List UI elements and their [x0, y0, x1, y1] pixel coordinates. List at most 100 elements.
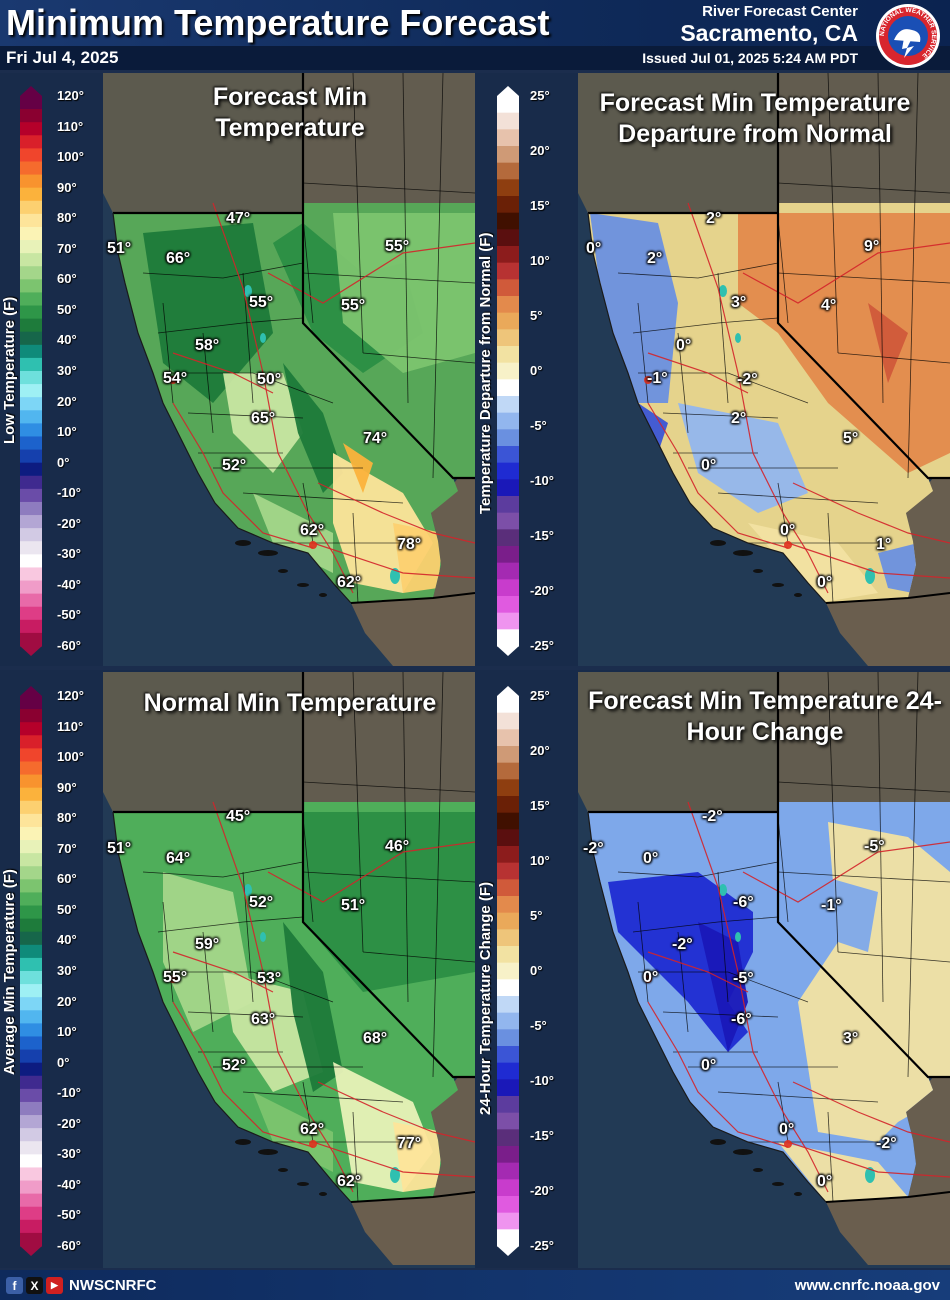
island: [278, 1168, 288, 1172]
map-normal: [103, 672, 475, 1268]
map-value-label: 2°: [647, 250, 663, 267]
colorbar-tick: 70°: [57, 240, 77, 256]
colorbar-tick: -15°: [530, 528, 554, 543]
map-value-label: 0°: [643, 850, 659, 867]
island: [258, 550, 278, 556]
colorbar-tick: -10°: [530, 1073, 554, 1088]
x-icon[interactable]: X: [26, 1277, 43, 1294]
map-value-label: 47°: [226, 210, 251, 227]
map-value-label: 0°: [817, 574, 833, 591]
map-value-label: -2°: [876, 1135, 897, 1152]
island: [772, 583, 784, 587]
map-value-label: 52°: [222, 1057, 247, 1074]
nws-logo: NATIONAL WEATHER SERVICE: [874, 2, 942, 70]
map-value-label: 55°: [385, 238, 410, 255]
website-link[interactable]: www.cnrfc.noaa.gov: [794, 1277, 940, 1294]
island: [794, 1192, 802, 1196]
colorbar-tick: 0°: [57, 1054, 70, 1070]
colorbar-tick: 25°: [530, 88, 550, 103]
colorbar-tick: 20°: [530, 143, 550, 158]
island: [319, 1192, 327, 1196]
colorbar-title: Low Temperature (F): [1, 296, 18, 444]
colorbar-tick: 0°: [57, 454, 70, 470]
colorbar-tick: 30°: [57, 363, 77, 378]
footer-bar: [0, 1270, 950, 1300]
mono-lake: [735, 932, 741, 942]
colorbar-tick: -20°: [57, 1115, 81, 1131]
map-value-label: 52°: [249, 894, 274, 911]
map-value-label: 0°: [817, 1173, 833, 1190]
colorbar-tick: 20°: [57, 393, 77, 409]
colorbar-tick: 120°: [57, 688, 84, 703]
map-value-label: 62°: [337, 1173, 362, 1190]
map-value-label: 65°: [251, 410, 276, 427]
colorbar-tick: 50°: [57, 301, 77, 317]
map-value-label: 62°: [300, 522, 325, 539]
map-value-label: 5°: [843, 430, 859, 447]
map-value-label: 0°: [586, 240, 602, 257]
colorbar-tick: 50°: [57, 901, 77, 917]
colorbar-tick: 5°: [530, 308, 543, 323]
map-value-label: 55°: [249, 294, 274, 311]
colorbar-tick: -50°: [57, 607, 81, 623]
colorbar-tick: -30°: [57, 546, 81, 562]
colorbar-tick: -40°: [57, 576, 81, 592]
salton-sea: [390, 1167, 400, 1183]
colorbar-tick: -10°: [57, 1085, 81, 1101]
island: [235, 540, 251, 546]
colorbar-tick: 110°: [57, 118, 84, 134]
island: [297, 1182, 309, 1186]
colorbar-tick: -20°: [57, 515, 81, 531]
colorbar-dep-top: [497, 86, 519, 656]
colorbar-tick: -20°: [530, 1183, 554, 1198]
baja-terrain: [351, 593, 475, 666]
colorbar-tick: 30°: [57, 963, 77, 978]
title-forecast: Forecast Min Temperature: [212, 83, 368, 142]
island: [794, 593, 802, 597]
map-value-label: 64°: [166, 850, 191, 867]
map-value-label: 68°: [363, 1030, 388, 1047]
map-value-label: 9°: [864, 238, 880, 255]
map-value-label: 3°: [731, 294, 747, 311]
mono-lake: [735, 333, 741, 343]
colorbar-tick: 80°: [57, 210, 77, 226]
map-value-label: 62°: [300, 1121, 325, 1138]
island: [733, 1149, 753, 1155]
colorbar-tick: -5°: [530, 1018, 547, 1033]
colorbar-tick: 40°: [57, 932, 77, 948]
colorbar-tick: 15°: [530, 198, 550, 213]
island: [297, 583, 309, 587]
island: [753, 569, 763, 573]
colorbar-tick: 10°: [530, 253, 550, 268]
social-links: f X ▶: [6, 1277, 63, 1294]
colorbar-tick: -60°: [57, 638, 81, 653]
colorbar-tick: 60°: [57, 271, 77, 287]
colorbar-tick: 40°: [57, 332, 77, 348]
map-value-label: 2°: [731, 410, 747, 427]
colorbar-tick: 25°: [530, 688, 550, 703]
map-value-label: 63°: [251, 1011, 276, 1028]
map-value-label: 54°: [163, 370, 188, 387]
city-marker: [784, 1140, 792, 1148]
baja-terrain: [826, 1192, 950, 1265]
island: [235, 1139, 251, 1145]
colorbar-tick: -30°: [57, 1146, 81, 1162]
map-value-label: 4°: [821, 297, 837, 314]
map-value-label: 55°: [341, 297, 366, 314]
map-value-label: -2°: [702, 808, 723, 825]
city-marker: [644, 975, 652, 983]
map-value-label: 51°: [107, 840, 132, 857]
facebook-icon[interactable]: f: [6, 1277, 23, 1294]
map-value-label: -2°: [672, 936, 693, 953]
valid-date: Fri Jul 4, 2025: [6, 48, 119, 67]
issued-time: Issued Jul 01, 2025 5:24 AM PDT: [642, 50, 858, 66]
map-value-label: 78°: [397, 536, 422, 553]
map-value-label: 50°: [257, 371, 282, 388]
social-handle[interactable]: NWSCNRFC: [69, 1277, 157, 1294]
colorbar-change-bottom: [497, 686, 519, 1256]
youtube-icon[interactable]: ▶: [46, 1277, 63, 1294]
colorbar-tick: 10°: [530, 853, 550, 868]
colorbar-temp-bottom: [20, 686, 42, 1256]
colorbar-tick: 10°: [57, 424, 77, 440]
map-value-label: 66°: [166, 250, 191, 267]
